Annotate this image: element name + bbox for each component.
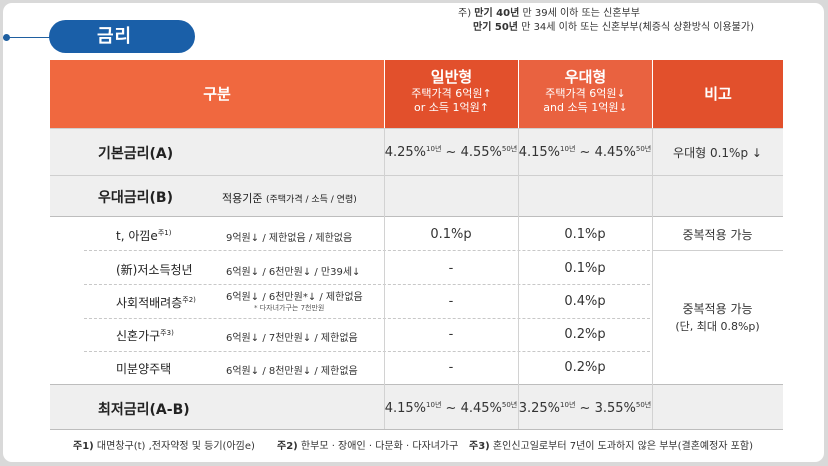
base-rate-general: 4.25%10년 ~ 4.55%50년: [384, 145, 518, 160]
item-name: 미분양주택: [116, 362, 172, 376]
title-connector-dot: [3, 34, 10, 41]
header-preferred: 우대형 주택가격 6억원↓ and 소득 1억원↓: [519, 60, 652, 128]
item-criteria: 6억원↓ / 8천만원↓ / 제한없음: [226, 366, 358, 377]
remark-duplicate-2: 중복적용 가능: [682, 302, 753, 316]
item-preferred-rate: 0.2%p: [564, 327, 606, 342]
item-preferred-rate: 0.1%p: [564, 261, 606, 276]
item-criteria: 6억원↓ / 7천만원↓ / 제한없음: [226, 333, 358, 344]
item-preferred-rate: 0.1%p: [564, 227, 606, 242]
divider: [652, 250, 783, 251]
divider: [50, 128, 783, 129]
section-title: 금리: [49, 20, 195, 53]
item-name: (新)저소득청년: [116, 263, 193, 277]
remark-duplicate-1: 중복적용 가능: [682, 228, 753, 242]
header-category-label: 구분: [203, 85, 231, 103]
note-prefix: 주): [458, 8, 472, 19]
item-name: 신혼가구주3): [116, 329, 174, 343]
column-divider: [652, 128, 653, 429]
header-general: 일반형 주택가격 6억원↑ or 소득 1억원↑: [385, 60, 518, 128]
footnote-2: 주2) 한부모 · 장애인 · 다문화 · 다자녀가구: [277, 441, 459, 452]
base-rate-row: [50, 129, 783, 175]
header-preferred-cond2: and 소득 1억원↓: [543, 101, 628, 114]
footnote-1: 주1) 대면창구(t) ,전자약정 및 등기(아낌e): [73, 441, 255, 452]
header-general-cond1: 주택가격 6억원↑: [411, 87, 492, 100]
title-connector-line: [3, 37, 59, 38]
header-general-cond2: or 소득 1억원↑: [414, 101, 489, 114]
header-preferred-cond1: 주택가격 6억원↓: [545, 87, 626, 100]
item-general-rate: -: [448, 294, 454, 309]
dashed-divider: [84, 318, 650, 319]
base-rate-label: 기본금리(A): [98, 146, 174, 162]
item-general-rate: -: [448, 261, 454, 276]
discount-rate-label: 우대금리(B): [98, 190, 173, 206]
divider: [50, 175, 783, 176]
dashed-divider: [84, 284, 650, 285]
remark-max-cap: (단, 최대 0.8%p): [675, 320, 760, 333]
header-category: 구분: [50, 60, 384, 128]
column-divider: [384, 128, 385, 429]
header-remarks: 비고: [653, 60, 783, 128]
note-text-50: 만 34세 이하 또는 신혼부부(체증식 상환방식 이용불가): [521, 22, 754, 33]
item-criteria: 6억원↓ / 6천만원↓ / 만39세↓: [226, 267, 361, 278]
header-preferred-title: 우대형: [564, 68, 607, 86]
divider: [50, 216, 783, 217]
item-criteria: 6억원↓ / 6천만원*↓ / 제한없음: [226, 292, 363, 303]
maturity-notes: 주) 만기 40년 만 39세 이하 또는 신혼부부 만기 50년 만 34세 …: [458, 7, 754, 35]
min-rate-row: [50, 385, 783, 429]
content-frame: 금리 주) 만기 40년 만 39세 이하 또는 신혼부부 만기 50년 만 3…: [3, 3, 824, 462]
item-preferred-rate: 0.4%p: [564, 294, 606, 309]
item-criteria: 9억원↓ / 제한없음 / 제한없음: [226, 233, 353, 244]
item-name: t, 아낌e주1): [116, 229, 172, 243]
dashed-divider: [84, 250, 650, 251]
min-rate-label: 최저금리(A-B): [98, 402, 190, 418]
criteria-heading: 적용기준 (주택가격 / 소득 / 연령): [222, 192, 357, 205]
note-term-50: 만기 50년: [473, 22, 518, 33]
min-rate-preferred: 3.25%10년 ~ 3.55%50년: [518, 401, 652, 416]
note-text-40: 만 39세 이하 또는 신혼부부: [522, 8, 640, 19]
column-divider: [518, 128, 519, 429]
header-general-title: 일반형: [430, 68, 473, 86]
item-name: 사회적배려층주2): [116, 296, 196, 310]
maturity-note-50: 만기 50년 만 34세 이하 또는 신혼부부(체증식 상환방식 이용불가): [458, 21, 754, 35]
header-remarks-label: 비고: [704, 85, 732, 103]
base-rate-preferred: 4.15%10년 ~ 4.45%50년: [518, 145, 652, 160]
discount-header-row: [50, 176, 783, 216]
base-rate-remark: 우대형 0.1%p ↓: [673, 146, 762, 160]
min-rate-general: 4.15%10년 ~ 4.45%50년: [384, 401, 518, 416]
item-preferred-rate: 0.2%p: [564, 360, 606, 375]
item-criteria-note: * 다자녀가구는 7천만원: [254, 304, 325, 312]
divider: [50, 384, 783, 385]
footnote-3: 주3) 혼인신고일로부터 7년이 도과하지 않은 부부(결혼예정자 포함): [469, 441, 753, 452]
item-general-rate: 0.1%p: [430, 227, 472, 242]
dashed-divider: [84, 351, 650, 352]
item-general-rate: -: [448, 327, 454, 342]
note-term-40: 만기 40년: [474, 8, 520, 19]
item-general-rate: -: [448, 360, 454, 375]
maturity-note-40: 주) 만기 40년 만 39세 이하 또는 신혼부부: [458, 7, 754, 21]
divider: [50, 429, 783, 430]
